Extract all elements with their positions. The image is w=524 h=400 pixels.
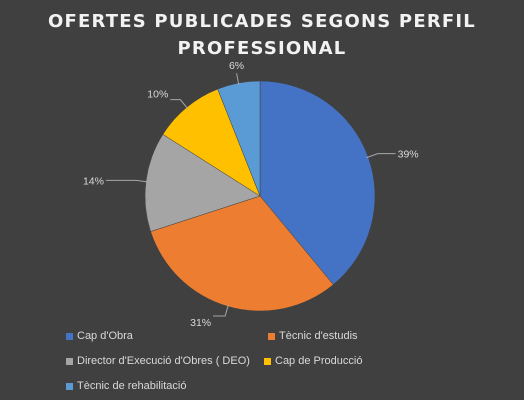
leader-line (105, 179, 148, 183)
leader-line (236, 73, 240, 86)
data-label: 31% (190, 317, 211, 329)
data-label: 14% (83, 175, 104, 187)
leader-line (170, 99, 189, 110)
data-label: 6% (229, 60, 244, 72)
leader-line (366, 153, 396, 159)
chart-title-line-1: OFERTES PUBLICADES SEGONS PERFIL (48, 11, 476, 32)
data-label: 39% (398, 149, 419, 161)
data-label: 10% (147, 89, 168, 101)
leader-line (213, 304, 229, 317)
chart-title: OFERTES PUBLICADES SEGONS PERFIL PROFESS… (0, 8, 524, 62)
chart-title-line-2: PROFESSIONAL (177, 38, 347, 59)
